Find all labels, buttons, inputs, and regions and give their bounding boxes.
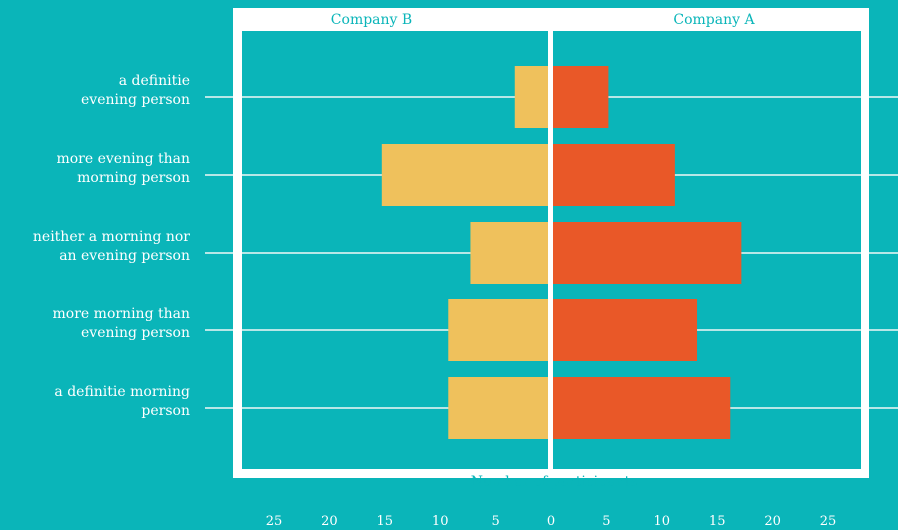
bar-company-b <box>448 377 548 439</box>
x-tick-label: 10 <box>654 514 671 529</box>
x-tick-label: 0 <box>547 514 555 529</box>
bar-company-a <box>553 66 609 128</box>
bar-company-b <box>381 144 548 206</box>
bars <box>381 66 742 439</box>
bar-company-a <box>553 144 675 206</box>
bar-company-b <box>470 222 548 284</box>
x-tick-label: 10 <box>432 514 449 529</box>
x-tick-label: 25 <box>266 514 283 529</box>
x-tick-label: 15 <box>709 514 726 529</box>
bar-company-b <box>448 299 548 361</box>
bar-company-a <box>553 222 742 284</box>
x-tick-labels: 25 20 15 10 5 0 5 10 15 20 25 <box>266 514 837 529</box>
x-tick-label: 5 <box>491 514 499 529</box>
panel-title-company-a: Company A <box>673 12 755 28</box>
category-label: a definitie morning person <box>54 384 190 419</box>
x-tick-label: 15 <box>377 514 394 529</box>
panel-title-company-b: Company B <box>331 12 412 28</box>
x-tick-label: 20 <box>321 514 338 529</box>
panel-titles: Company B Company A <box>331 12 756 28</box>
bar-company-a <box>553 377 731 439</box>
category-label: more evening than morning person <box>56 151 190 186</box>
bar-company-b <box>514 66 548 128</box>
x-tick-label: 25 <box>820 514 837 529</box>
category-label: a definitie evening person <box>81 73 190 108</box>
category-label: more morning than evening person <box>53 306 190 341</box>
x-axis-title: Number of participants <box>471 474 638 490</box>
x-tick-label: 5 <box>602 514 610 529</box>
center-divider <box>548 8 553 478</box>
panel-frame <box>233 8 869 478</box>
x-tick-label: 20 <box>764 514 781 529</box>
category-labels: a definitie evening person more evening th… <box>33 73 190 419</box>
category-label: neither a morning nor an evening person <box>33 229 190 264</box>
bar-company-a <box>553 299 698 361</box>
